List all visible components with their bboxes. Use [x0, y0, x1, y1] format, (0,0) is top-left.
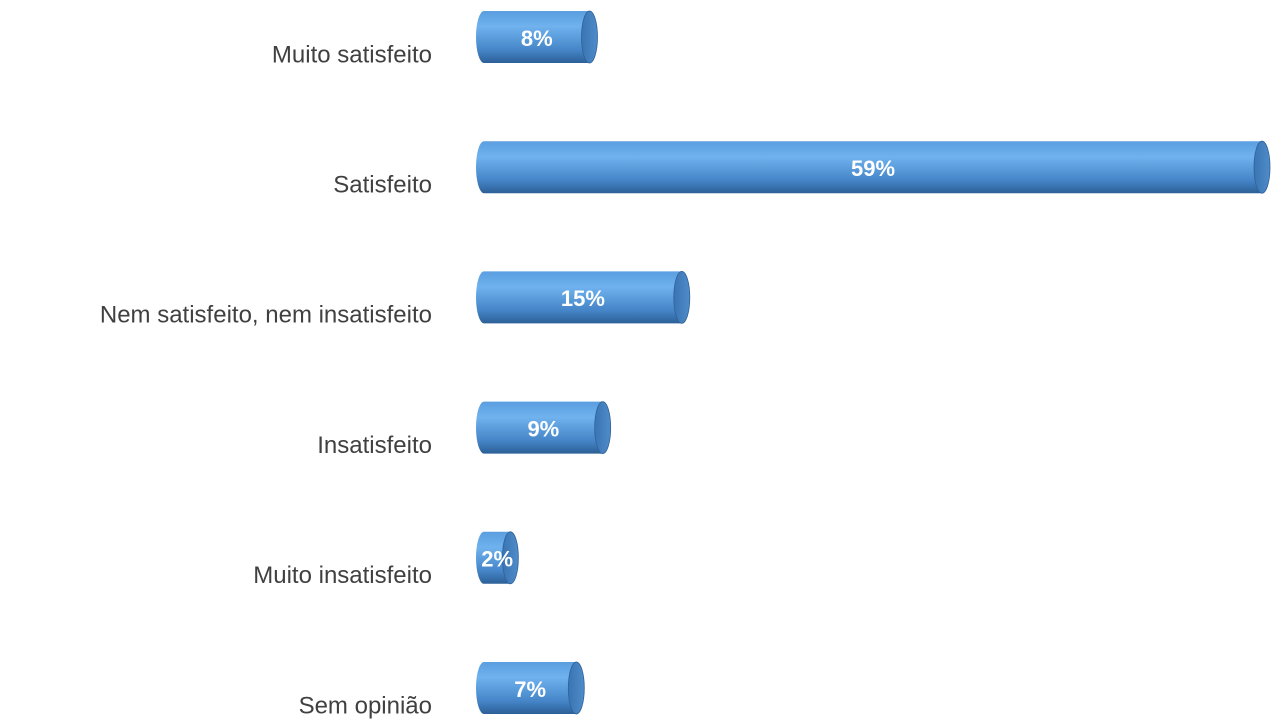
bar-group	[476, 10, 598, 64]
bar-group	[476, 401, 612, 455]
value-label: 59%	[851, 156, 895, 181]
bar-cap	[594, 401, 612, 455]
value-label: 7%	[514, 677, 546, 702]
bar	[476, 141, 1270, 194]
category-label: Muito insatisfeito	[253, 562, 432, 589]
value-label: 2%	[481, 547, 513, 572]
value-label: 9%	[527, 416, 559, 441]
bar-group	[476, 140, 1271, 194]
bar	[476, 11, 598, 63]
bar-cap	[581, 10, 598, 64]
category-label: Satisfeito	[333, 172, 432, 199]
bar	[476, 662, 585, 714]
bar-cap	[1253, 140, 1271, 194]
category-label: Muito satisfeito	[272, 41, 432, 68]
bar-cap	[501, 531, 519, 585]
value-label: 15%	[561, 286, 605, 311]
bar-cap	[567, 661, 585, 715]
category-label: Insatisfeito	[317, 432, 432, 459]
category-label: Sem opinião	[299, 692, 432, 719]
category-label: Nem satisfeito, nem insatisfeito	[100, 302, 432, 329]
bar	[476, 401, 611, 454]
bar-group	[476, 531, 519, 585]
bar-cap	[673, 270, 691, 324]
bar	[476, 271, 690, 324]
bar-group	[476, 270, 691, 324]
value-label: 8%	[521, 26, 553, 51]
bar-group	[476, 661, 585, 715]
